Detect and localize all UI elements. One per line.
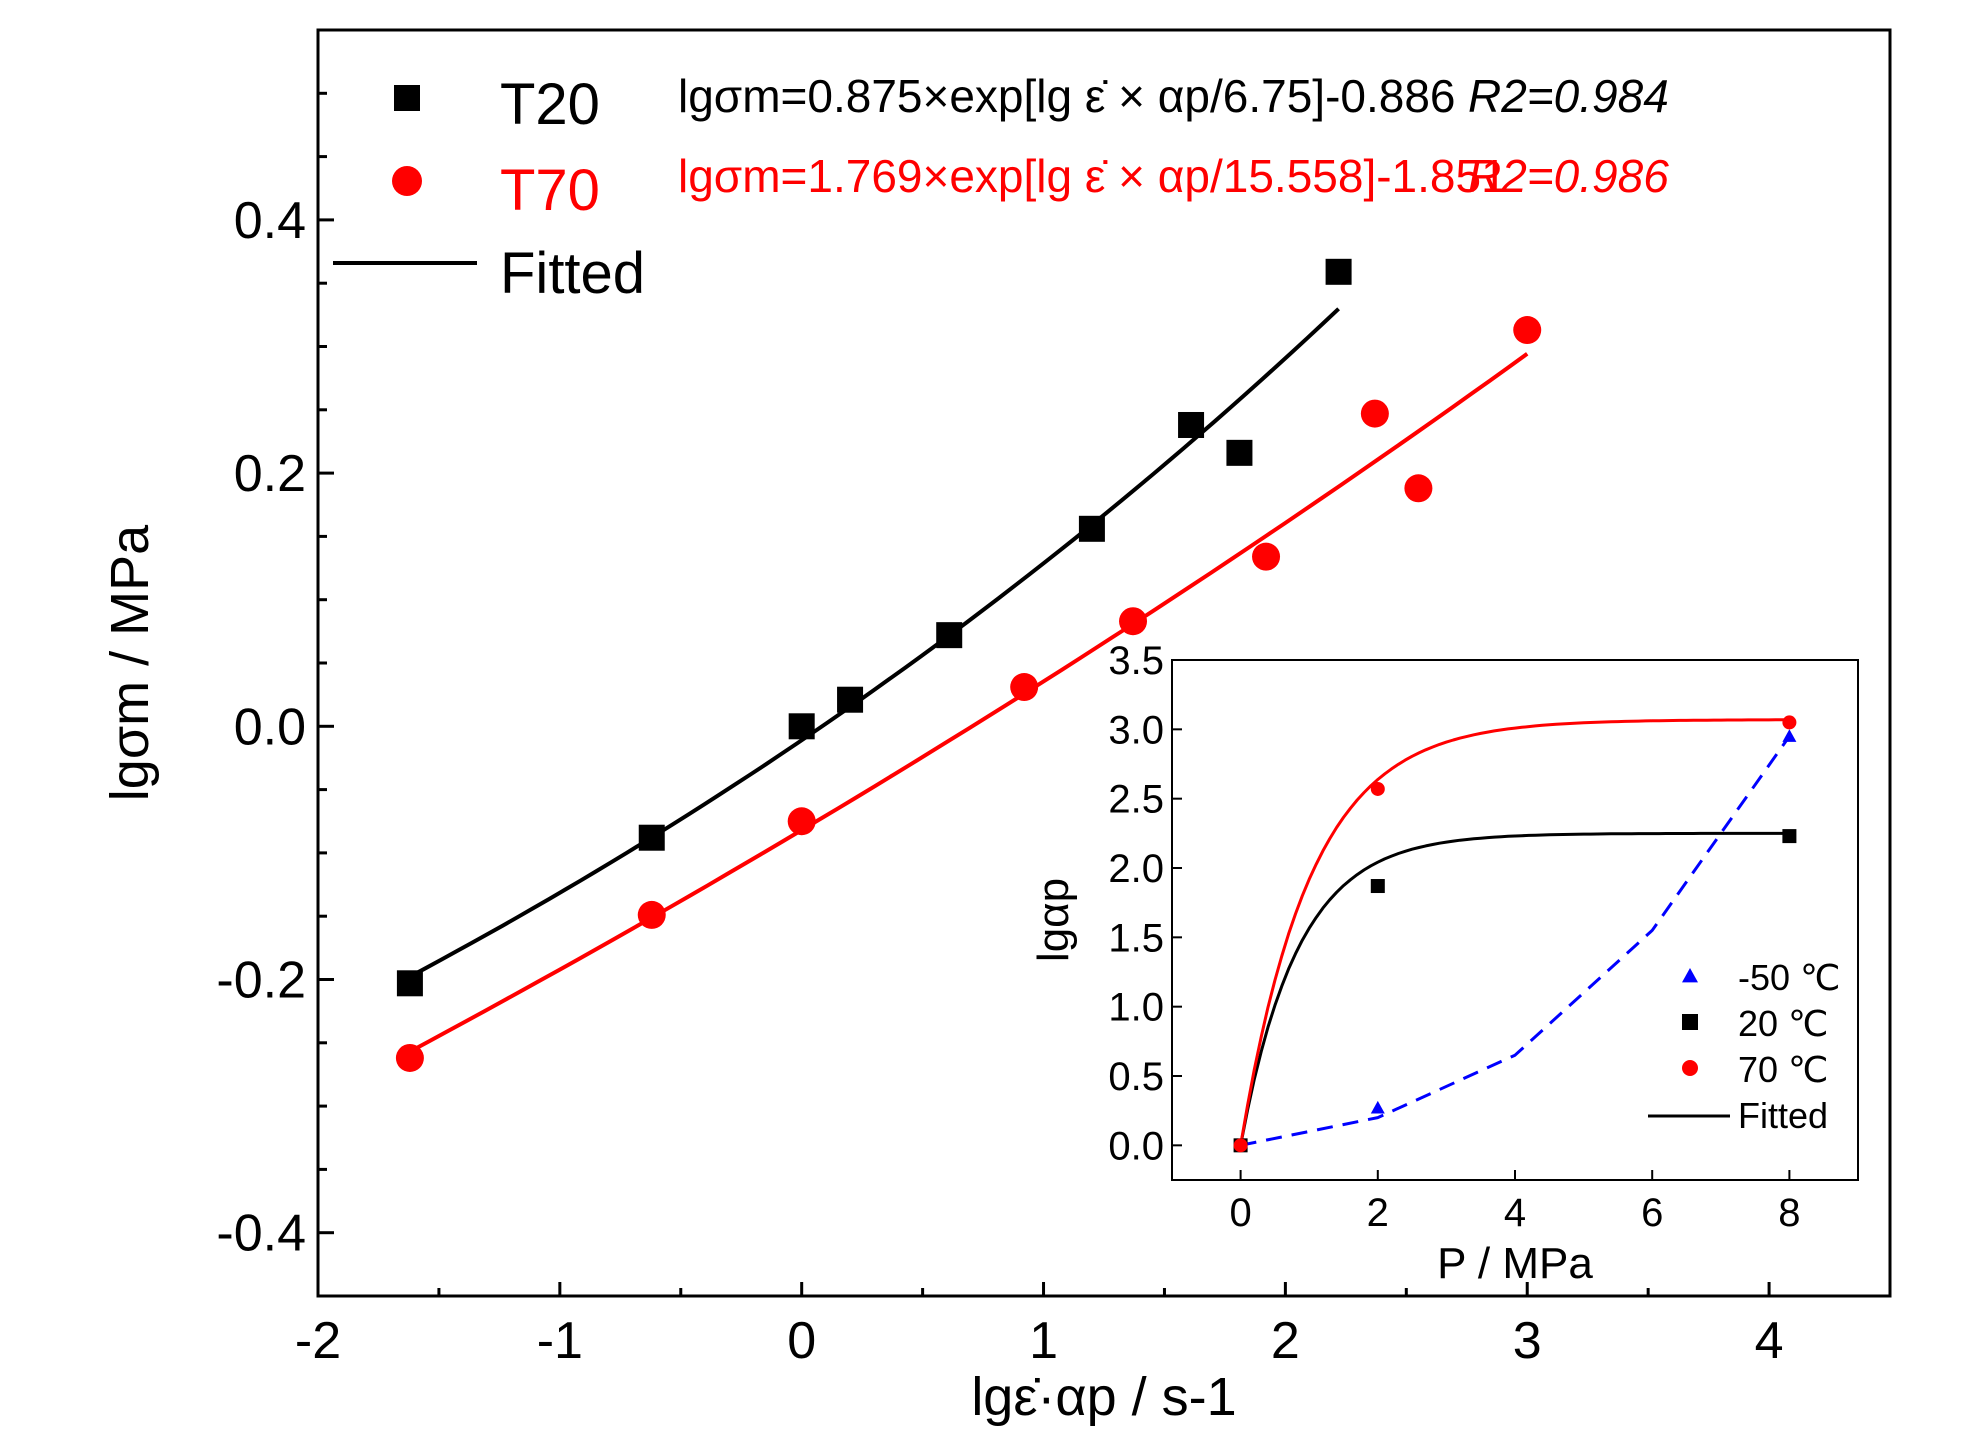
inset-x-tick-label: 4 (1504, 1191, 1526, 1235)
inset-y-tick-label: 3.0 (1108, 708, 1164, 752)
fit-line-t70 (408, 352, 1529, 1054)
data-point-t70 (1513, 316, 1542, 345)
data-point-t70 (1360, 399, 1389, 428)
main-chart: -2 -1 0 1 2 3 4 -0.4 -0.2 0.0 0.2 0.4 lgε̇·αp / s-1 l… (100, 28, 1892, 1427)
legend-marker-t70 (392, 166, 422, 196)
inset-legend-marker (1682, 1060, 1698, 1076)
fit-equation: lgσm=1.769×exp[lg ε̇ × αp/15.558]-1.851 (678, 150, 1507, 202)
data-point-t70 (1010, 673, 1039, 702)
data-point-t70 (1252, 542, 1281, 571)
fit-r-squared: R2=0.986 (1468, 150, 1669, 202)
inset-legend-label: 20 ℃ (1738, 1003, 1828, 1044)
data-point-t70 (1119, 607, 1148, 636)
data-point-t70 (1404, 474, 1433, 503)
fit-equation: lgσm=0.875×exp[lg ε̇ × αp/6.75]-0.886 (678, 70, 1456, 122)
inset-chart: 0 2 4 6 8 0.0 0.5 1.0 1.5 2.0 2.5 3.0 3.5 P / MPa lgαp… (1029, 639, 1859, 1288)
legend-marker-t20 (394, 85, 420, 111)
data-point-t20 (1325, 258, 1352, 285)
fit-r-squared: R2=0.984 (1468, 70, 1669, 122)
x-tick-label: 3 (1513, 1312, 1542, 1370)
data-point-t20 (1078, 515, 1105, 542)
legend-label-t70: T70 (500, 158, 600, 223)
x-axis-label: lgε̇·αp / s-1 (971, 1367, 1236, 1427)
inset-data-point (1782, 729, 1797, 742)
inset-legend-label: -50 ℃ (1738, 957, 1840, 998)
data-point-t20 (638, 824, 665, 851)
fit-line-t20 (408, 307, 1340, 979)
inset-data-point (1233, 1138, 1248, 1153)
inset-y-axis-label: lgαp (1029, 878, 1078, 962)
inset-data-point (1782, 829, 1797, 844)
x-tick-label: 4 (1755, 1312, 1784, 1370)
y-axis-label: lgσm / MPa (100, 524, 160, 801)
data-point-t70 (637, 900, 666, 929)
inset-legend-marker (1682, 968, 1698, 983)
inset-fit-line (1239, 831, 1790, 1146)
inset-y-tick-label: 2.0 (1108, 847, 1164, 891)
legend-label-fitted: Fitted (500, 241, 645, 306)
inset-y-tick-label: 2.5 (1108, 778, 1164, 822)
data-point-t20 (936, 622, 963, 649)
inset-data-point (1782, 715, 1797, 730)
inset-fit-line (1239, 718, 1790, 1146)
inset-data-point (1370, 879, 1385, 894)
inset-data-point (1370, 781, 1385, 796)
inset-legend-label: Fitted (1738, 1095, 1828, 1136)
y-tick-label: 0.4 (234, 192, 306, 250)
y-tick-label: -0.2 (216, 952, 306, 1010)
inset-x-tick-label: 6 (1641, 1191, 1663, 1235)
inset-x-tick-label: 8 (1778, 1191, 1800, 1235)
inset-y-tick-label: 1.0 (1108, 986, 1164, 1030)
data-point-t20 (788, 713, 815, 740)
data-point-t70 (395, 1043, 424, 1072)
inset-legend-label: 70 ℃ (1738, 1049, 1828, 1090)
x-tick-label: 0 (787, 1312, 816, 1370)
legend-label-t20: T20 (500, 72, 600, 137)
inset-legend-marker (1682, 1014, 1698, 1030)
x-tick-label: 1 (1029, 1312, 1058, 1370)
data-point-t70 (787, 807, 816, 836)
data-point-t20 (1226, 439, 1253, 466)
inset-x-axis-label: P / MPa (1437, 1239, 1593, 1288)
y-tick-label: 0.0 (234, 698, 306, 756)
inset-x-tick-label: 0 (1229, 1191, 1251, 1235)
inset-x-tick-label: 2 (1367, 1191, 1389, 1235)
x-tick-label: 2 (1271, 1312, 1300, 1370)
inset-fit-line (1240, 735, 1791, 1147)
data-point-t20 (396, 970, 423, 997)
inset-y-tick-label: 0.0 (1108, 1124, 1164, 1168)
data-point-t20 (837, 686, 864, 713)
x-tick-label: -2 (295, 1312, 341, 1370)
inset-data-point (1370, 1100, 1385, 1114)
inset-y-tick-label: 0.5 (1108, 1055, 1164, 1099)
y-tick-label: -0.4 (216, 1205, 306, 1263)
y-tick-label: 0.2 (234, 445, 306, 503)
data-point-t20 (1178, 411, 1205, 438)
inset-y-tick-label: 3.5 (1108, 639, 1164, 683)
inset-y-tick-label: 1.5 (1108, 916, 1164, 960)
x-tick-label: -1 (537, 1312, 583, 1370)
inset-frame (1171, 659, 1859, 1181)
